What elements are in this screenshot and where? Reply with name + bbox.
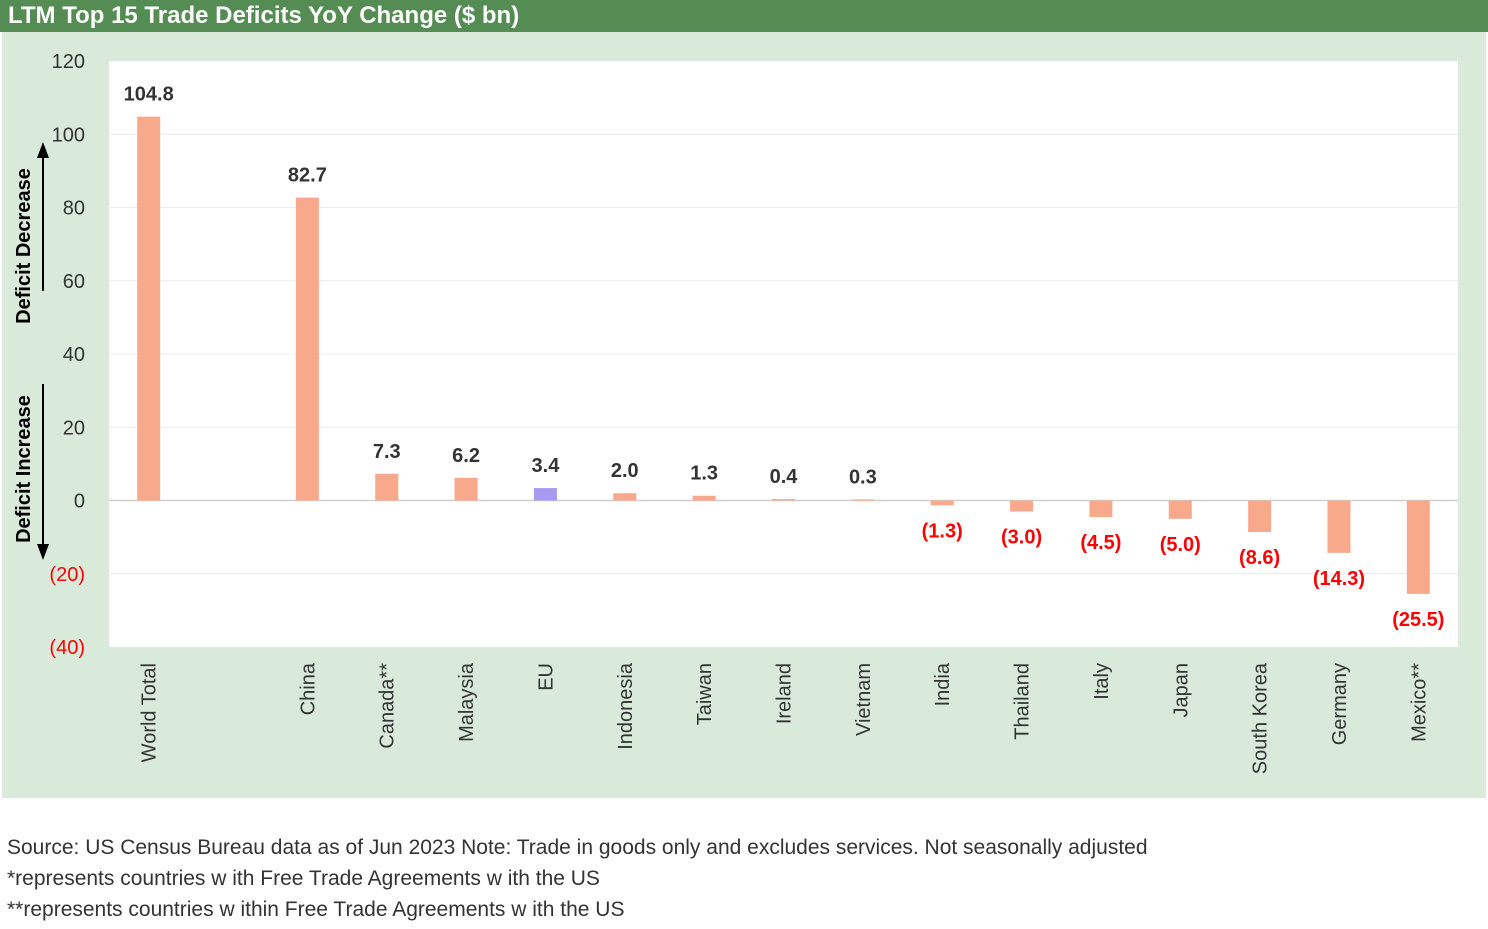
data-label: 82.7 [288, 165, 327, 187]
x-tick-label: Italy [1091, 663, 1113, 700]
bar [1168, 500, 1192, 519]
data-label: (3.0) [1001, 526, 1042, 548]
source-note: Source: US Census Bureau data as of Jun … [7, 836, 1148, 859]
deficit-increase-label: Deficit Increase [13, 395, 35, 543]
down-arrow-head-icon [37, 544, 49, 560]
x-tick-label: Ireland [774, 663, 796, 724]
x-tick-label: Thailand [1012, 663, 1034, 740]
bar [613, 493, 637, 501]
x-tick-label: World Total [139, 663, 161, 762]
up-arrow-head-icon [37, 142, 49, 158]
bar [533, 488, 557, 501]
bar [137, 116, 161, 501]
deficit-annotation: Deficit Decrease Deficit Increase [13, 142, 49, 560]
bar [295, 197, 319, 501]
y-tick-label: 0 [74, 491, 85, 513]
y-tick-label: 80 [63, 198, 85, 220]
gridlines [109, 60, 1458, 575]
data-label: (1.3) [922, 520, 963, 542]
x-tick-label: EU [535, 663, 557, 691]
bar [1089, 500, 1113, 517]
bars [137, 116, 1430, 594]
x-tick-label: Canada** [377, 663, 399, 749]
bar [454, 477, 478, 501]
x-tick-label: Taiwan [694, 663, 716, 725]
data-label: 1.3 [690, 463, 718, 485]
data-label: 3.4 [532, 455, 561, 477]
data-label: 6.2 [452, 445, 480, 467]
x-tick-label: China [297, 662, 319, 715]
fta-note: *represents countries w ith Free Trade A… [7, 867, 600, 890]
y-tick-label: (20) [49, 564, 85, 586]
chart-title-bar: LTM Top 15 Trade Deficits YoY Change ($ … [0, 0, 1488, 32]
bar [772, 499, 795, 501]
footnotes: Source: US Census Bureau data as of Jun … [7, 832, 1477, 925]
bar [692, 495, 716, 501]
x-axis-tick-labels: World Total China Canada** Malaysia EU Indone… [139, 662, 1431, 774]
fta-within-note: **represents countries w ithin Free Trad… [7, 898, 625, 921]
deficit-decrease-label: Deficit Decrease [13, 168, 35, 324]
x-tick-label: Germany [1329, 663, 1351, 745]
bar [930, 500, 954, 506]
data-label: (5.0) [1160, 534, 1201, 556]
data-label: 0.3 [849, 466, 877, 488]
chart-title: LTM Top 15 Trade Deficits YoY Change ($ … [8, 2, 520, 29]
data-label: 0.4 [770, 466, 799, 488]
data-labels: 104.8 82.7 7.3 6.2 3.4 2.0 1.3 0.4 0.3 (1.3) (3.0)… [124, 84, 1445, 631]
bar [851, 499, 875, 501]
bar [1327, 500, 1351, 553]
x-tick-label: Mexico** [1408, 663, 1430, 742]
y-tick-label: (40) [49, 637, 85, 659]
y-axis-tick-labels: 120 100 80 60 40 20 0 (20) (40) [49, 51, 85, 659]
data-label: (8.6) [1239, 547, 1280, 569]
x-tick-label: Malaysia [456, 662, 478, 742]
data-label: (4.5) [1080, 532, 1121, 554]
y-tick-label: 40 [63, 344, 85, 366]
bar [1406, 500, 1430, 594]
bar [375, 473, 399, 501]
bar [1010, 500, 1034, 512]
data-label: (14.3) [1313, 568, 1365, 590]
data-label: (25.5) [1392, 609, 1444, 631]
data-label: 2.0 [611, 460, 639, 482]
data-label: 7.3 [373, 441, 401, 463]
x-tick-label: South Korea [1250, 662, 1272, 774]
chart-panel: 120 100 80 60 40 20 0 (20) (40) World Total China… [2, 32, 1486, 798]
x-tick-label: Indonesia [615, 662, 637, 750]
x-tick-label: Japan [1170, 663, 1192, 718]
bar-chart: 120 100 80 60 40 20 0 (20) (40) World Total China… [13, 51, 1458, 774]
y-tick-label: 60 [63, 271, 85, 293]
data-label: 104.8 [124, 84, 174, 106]
y-tick-label: 100 [52, 124, 85, 146]
bar [1248, 500, 1272, 532]
y-tick-label: 20 [63, 417, 85, 439]
x-tick-label: India [932, 662, 954, 706]
y-tick-label: 120 [52, 51, 85, 73]
x-tick-label: Vietnam [853, 663, 875, 736]
